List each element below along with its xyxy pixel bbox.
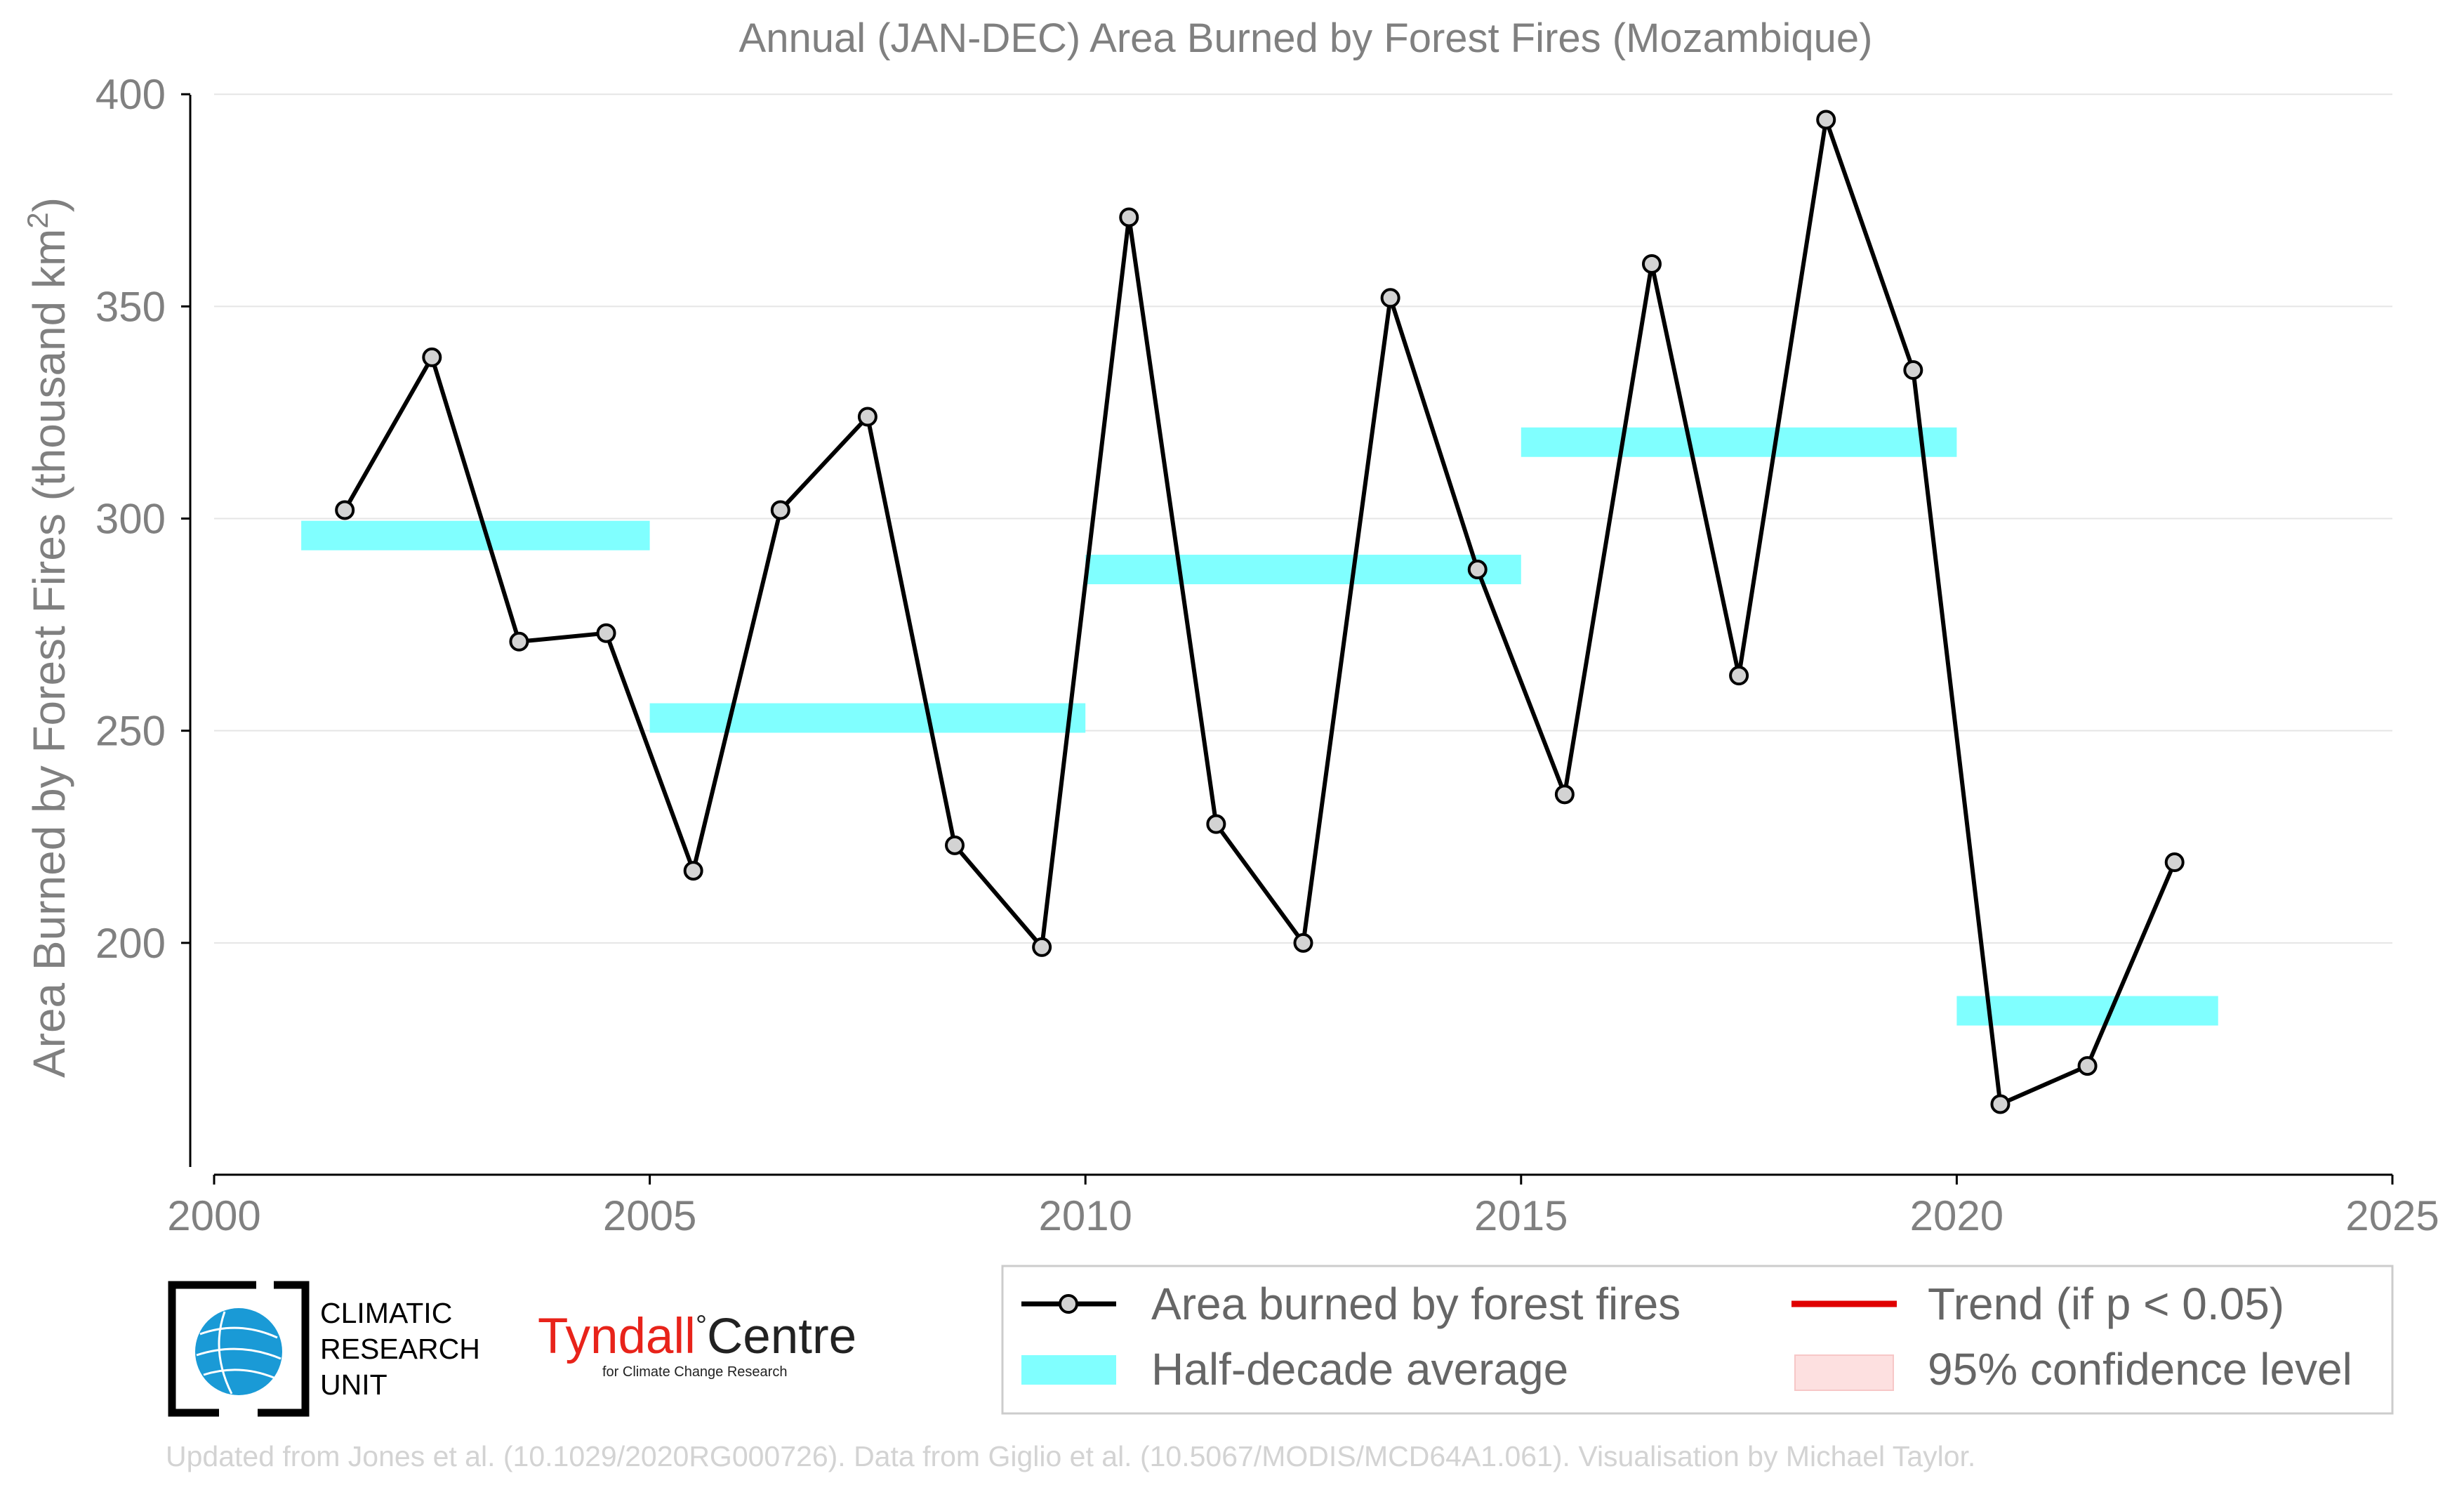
legend-half-decade-swatch <box>1021 1355 1116 1385</box>
half-decade-average-bar <box>301 520 650 550</box>
cru-line-2: RESEARCH <box>320 1333 480 1365</box>
legend-item-confidence: 95% confidence level <box>1794 1344 2352 1394</box>
data-point <box>509 631 529 652</box>
data-point <box>1903 360 1923 381</box>
data-point <box>1554 784 1575 805</box>
legend: Area burned by forest fires Trend (if p … <box>1001 1265 2394 1415</box>
data-point <box>2077 1056 2098 1076</box>
y-gridlines <box>214 93 2392 944</box>
y-tick-label: 250 <box>95 708 166 755</box>
half-decade-average-bar <box>1085 555 1521 585</box>
y-axis-label-superscript: 2 <box>21 212 54 228</box>
data-point <box>945 835 965 855</box>
tyndall-degree: ° <box>696 1310 707 1341</box>
data-point <box>335 500 355 520</box>
y-tick-label: 400 <box>95 71 166 118</box>
globe-icon-contours <box>196 1311 281 1394</box>
data-point <box>2164 852 2185 873</box>
legend-item-half-decade: Half-decade average <box>1021 1344 1568 1394</box>
data-point <box>683 861 703 881</box>
x-tick-label: 2020 <box>1910 1192 2003 1239</box>
y-axis-label: Area Burned by Forest Fires (thousand km… <box>21 197 74 1078</box>
x-tick-label: 2000 <box>167 1192 260 1239</box>
data-point <box>596 623 616 643</box>
half-decade-average-bar <box>1956 996 2218 1026</box>
y-axis-ticks: 200 250 300 350 400 <box>95 71 190 967</box>
data-point <box>1119 207 1139 227</box>
half-decade-average-bars <box>301 427 2218 1026</box>
x-tick-label: 2025 <box>2345 1192 2439 1239</box>
cru-line-3: UNIT <box>320 1369 388 1401</box>
legend-box <box>1001 1265 2394 1415</box>
legend-label-area-burned: Area burned by forest fires <box>1151 1279 1681 1329</box>
legend-label-half-decade: Half-decade average <box>1151 1344 1568 1394</box>
cru-bracket-left <box>168 1281 256 1417</box>
half-decade-average-bar <box>1521 427 1957 457</box>
data-point <box>422 347 442 367</box>
data-point <box>1206 814 1226 834</box>
credit-line: Updated from Jones et al. (10.1029/2020R… <box>166 1440 1975 1472</box>
legend-label-confidence: 95% confidence level <box>1928 1344 2352 1394</box>
x-axis-ticks: 2000 2005 2010 2015 2020 2025 <box>167 1175 2439 1239</box>
x-tick-label: 2005 <box>603 1192 696 1239</box>
data-point <box>1641 253 1662 274</box>
cru-logo: CLIMATIC RESEARCH UNIT <box>168 1281 480 1417</box>
data-point <box>1729 666 1749 686</box>
legend-confidence-swatch <box>1794 1354 1894 1391</box>
chart-title: Annual (JAN-DEC) Area Burned by Forest F… <box>739 15 1873 61</box>
legend-label-trend: Trend (if p < 0.05) <box>1928 1279 2284 1329</box>
cru-bracket-right <box>258 1281 310 1417</box>
tyndall-centre: Centre <box>707 1309 856 1364</box>
x-tick-label: 2010 <box>1038 1192 1132 1239</box>
cru-line-1: CLIMATIC <box>320 1297 452 1329</box>
data-point <box>1467 560 1488 580</box>
legend-marker-swatch <box>1059 1294 1078 1314</box>
area-burned-series <box>335 110 2185 1114</box>
series-line <box>343 117 2177 1107</box>
data-point <box>1293 932 1313 953</box>
y-axis-label-close: ) <box>24 197 74 212</box>
y-tick-label: 200 <box>95 920 166 967</box>
half-decade-average-bar <box>649 703 1086 733</box>
legend-item-area-burned: Area burned by forest fires <box>1021 1279 1681 1329</box>
x-tick-label: 2015 <box>1474 1192 1568 1239</box>
y-axis-label-main: Area Burned by Forest Fires (thousand km <box>24 229 74 1078</box>
data-point <box>1990 1094 2011 1114</box>
legend-item-trend: Trend (if p < 0.05) <box>1791 1279 2284 1329</box>
data-point <box>1380 288 1400 308</box>
data-point <box>1032 937 1052 957</box>
tyndall-subtitle: for Climate Change Research <box>602 1364 787 1380</box>
data-point <box>770 500 790 520</box>
data-point <box>857 407 877 427</box>
tyndall-name: Tyndall <box>538 1309 696 1364</box>
data-point <box>1816 110 1836 130</box>
y-tick-label: 350 <box>95 283 166 330</box>
tyndall-logo: Tyndall°Centre for Climate Change Resear… <box>538 1309 856 1380</box>
y-tick-label: 300 <box>95 496 166 543</box>
svg-text:Tyndall°Centre: Tyndall°Centre <box>538 1309 856 1364</box>
